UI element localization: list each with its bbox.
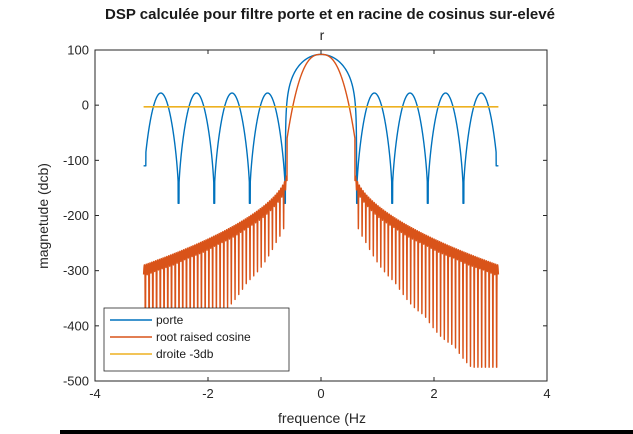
ticks-layer: -4 -2 0 2 4 100 0 -100 -200 -300 -400 -500 [63, 43, 551, 402]
x-tick-label: -4 [89, 386, 101, 401]
chart-title: DSP calculée pour filtre porte et en rac… [105, 6, 555, 23]
x-axis-label: frequence (Hz [278, 410, 366, 426]
chart-subtitle: r [320, 27, 325, 43]
bottom-edge [60, 430, 633, 434]
legend: porte root raised cosine droite -3db [103, 307, 290, 372]
x-tick-label: 4 [543, 386, 550, 401]
y-tick-label: -500 [63, 374, 89, 389]
y-tick-label: 0 [82, 98, 89, 113]
legend-box [103, 307, 290, 372]
series-line-1 [142, 53, 500, 368]
legend-label-2: droite -3db [156, 347, 214, 361]
series-layer [142, 53, 500, 368]
y-tick-label: -300 [63, 263, 89, 278]
y-tick-label: -200 [63, 208, 89, 223]
x-tick-label: 2 [430, 386, 437, 401]
y-tick-label: -400 [63, 318, 89, 333]
y-tick-label: 100 [67, 43, 89, 58]
x-tick-label: 0 [317, 386, 324, 401]
y-tick-label: -100 [63, 153, 89, 168]
x-tick-label: -2 [202, 386, 214, 401]
legend-label-1: root raised cosine [156, 330, 251, 344]
legend-label-0: porte [156, 313, 184, 327]
y-axis-label: magnetude (dcb) [35, 163, 51, 269]
